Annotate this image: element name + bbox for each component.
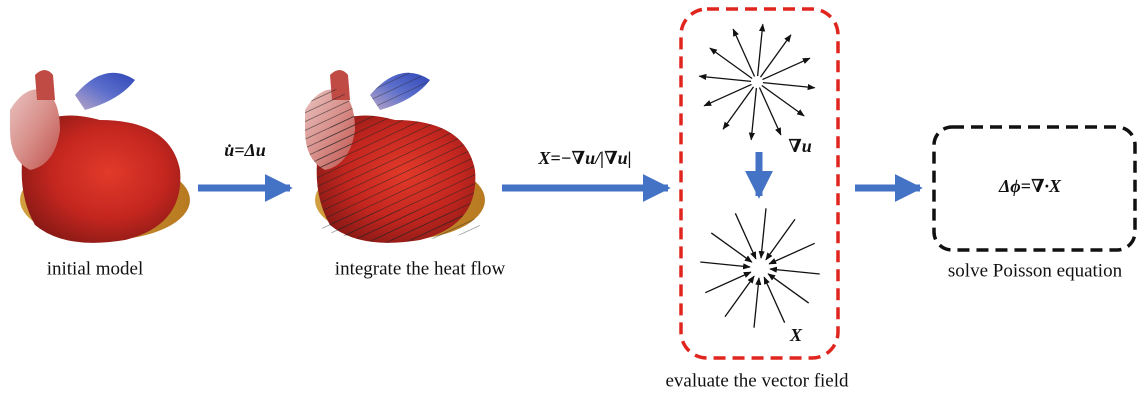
- gradient-field: [699, 24, 814, 139]
- field-arrow: [699, 76, 751, 81]
- node-label: initial model: [47, 258, 144, 279]
- field-arrow: [761, 208, 766, 258]
- field-arrow: [700, 262, 750, 267]
- field-arrow: [761, 35, 791, 77]
- field-arrow: [762, 58, 809, 79]
- field-arrow: [758, 24, 763, 76]
- field-label: ∇u: [788, 136, 812, 156]
- field-arrow: [710, 48, 752, 78]
- field-arrow: [754, 278, 759, 328]
- bunny-initial: [10, 70, 190, 243]
- field-arrow: [763, 83, 815, 88]
- field-arrow: [759, 87, 780, 134]
- field-label: X: [789, 325, 803, 345]
- node-label: evaluate the vector field: [665, 370, 849, 391]
- edge-label: u̇=Δu: [224, 140, 266, 160]
- normalized-field: [700, 208, 819, 327]
- equation: Δϕ=∇·X: [998, 176, 1062, 196]
- edge-label: X=−∇u/|∇u|: [537, 148, 631, 168]
- bunny-heat: [305, 70, 485, 243]
- field-arrow: [704, 84, 751, 105]
- field-arrow: [723, 87, 753, 129]
- diagram: initial model u̇=Δu integrate the heat f…: [0, 0, 1147, 397]
- field-arrow: [751, 88, 756, 140]
- node-label: solve Poisson equation: [948, 260, 1123, 281]
- node-label: integrate the heat flow: [335, 258, 506, 279]
- field-arrow: [762, 86, 804, 116]
- field-arrow: [770, 269, 820, 274]
- field-arrow: [733, 29, 754, 76]
